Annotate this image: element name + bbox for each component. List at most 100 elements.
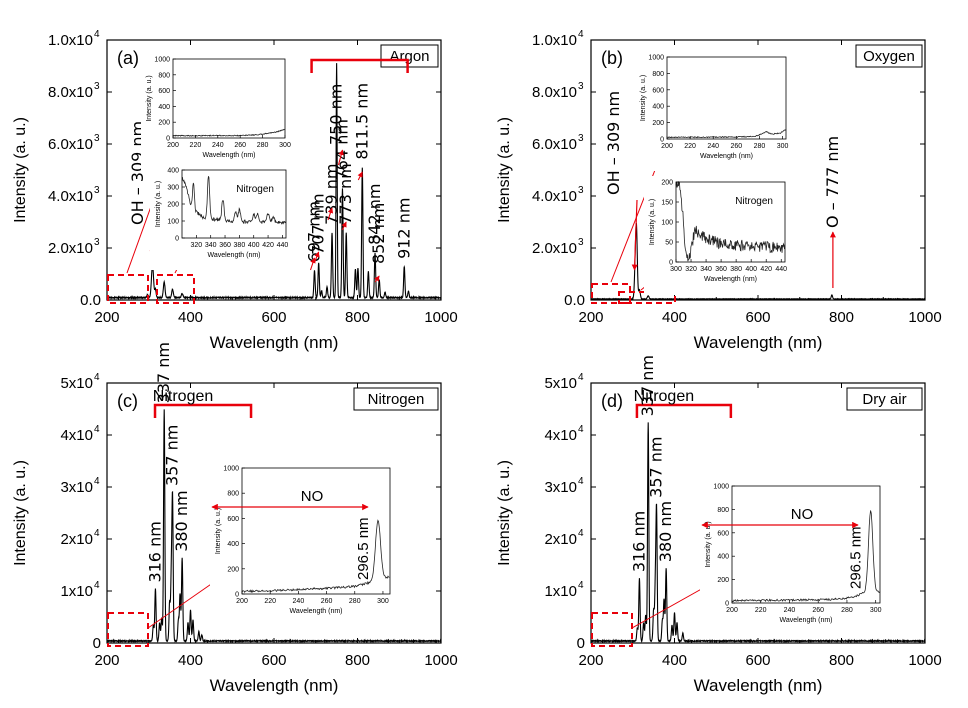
y-tick-mantissa: 4x10 <box>544 427 577 444</box>
inset-x-tick-label: 300 <box>377 598 389 605</box>
y-tick-mantissa: 2.0x10 <box>48 240 93 257</box>
y-tick-mantissa: 5x10 <box>544 375 577 392</box>
inset-x-tick-label: 360 <box>715 266 727 273</box>
inset-x-tick-label: 320 <box>685 266 697 273</box>
inset-y-axis-label: Intensity (a. u.) <box>146 75 153 121</box>
inset-plot: 200 220 240 260 280 30002004006008001000Wavel… <box>141 53 295 170</box>
bracket-label: Nitrogen <box>153 388 213 405</box>
inset-y-tick-label: 800 <box>227 491 239 498</box>
inset-trace <box>172 128 285 137</box>
y-tick-label: 6.0x10 3 <box>532 133 584 153</box>
inset-trace <box>241 519 390 594</box>
y-tick-exponent: 3 <box>578 81 584 92</box>
inset-x-axis-label: Wavelength (nm) <box>704 276 757 283</box>
inset-x-tick-label: 340 <box>205 242 217 249</box>
y-tick-exponent: 4 <box>578 528 584 539</box>
x-tick-label: 400 <box>662 652 687 669</box>
inset-peak-label: 296.5 nm <box>848 526 865 589</box>
x-tick-label: 800 <box>345 652 370 669</box>
inset-y-tick-label: 100 <box>167 219 179 226</box>
inset-y-tick-label: 600 <box>717 530 729 537</box>
y-tick-mantissa: 6.0x10 <box>48 136 93 153</box>
bracket-label: Nitrogen <box>634 388 694 405</box>
inset-frame <box>241 467 391 595</box>
inset-y-tick-label: 800 <box>158 72 170 79</box>
inset-y-tick-label: 200 <box>227 566 239 573</box>
gas-legend-box <box>846 387 923 411</box>
inset-x-tick-label: 220 <box>755 607 767 614</box>
inset-x-tick-label: 380 <box>234 242 246 249</box>
gas-legend-label: Oxygen <box>863 48 915 65</box>
inset-y-tick-label: 0 <box>725 601 729 608</box>
peak-label: 750 nm <box>327 84 346 145</box>
y-tick-mantissa: 3x10 <box>544 479 577 496</box>
y-tick-exponent: 4 <box>578 424 584 435</box>
zoom-box <box>591 612 633 647</box>
inset-y-tick-label: 800 <box>717 507 729 514</box>
inset-y-tick-label: 200 <box>652 120 664 127</box>
y-tick-exponent: 3 <box>94 237 100 248</box>
inset-plot: 200 220 240 260 280 30002004006008001000Wavel… <box>700 480 890 635</box>
y-tick-label: 0 <box>577 635 585 652</box>
y-tick-mantissa: 4x10 <box>60 427 93 444</box>
inset-background <box>150 164 296 270</box>
inset-trace <box>181 176 286 225</box>
y-tick-mantissa: 2x10 <box>544 531 577 548</box>
y-tick-label: 4x10 4 <box>60 424 100 444</box>
inset-x-tick-label: 320 <box>191 242 203 249</box>
peak-label: 337 nm <box>638 355 657 416</box>
x-tick-label: 1000 <box>908 309 941 326</box>
peak-label: 316 nm <box>629 511 648 572</box>
inset-x-tick-label: 240 <box>784 607 796 614</box>
inset-y-tick-label: 0 <box>166 136 170 143</box>
zoom-box <box>618 291 676 304</box>
inset-trace <box>731 510 881 603</box>
y-tick-mantissa: 3x10 <box>60 479 93 496</box>
inset-x-axis-label: Wavelength (nm) <box>289 608 342 615</box>
peak-label: 707 nm <box>309 193 328 254</box>
zoom-box <box>107 612 149 647</box>
inset-y-tick-label: 1000 <box>154 57 170 64</box>
x-tick-label: 400 <box>178 309 203 326</box>
inset-peak-label: 296.5 nm <box>355 517 372 580</box>
inset-plot: 200 220 240 260 280 30002004006008001000Wavel… <box>635 51 796 171</box>
x-tick-label: 1000 <box>424 652 457 669</box>
inset-y-tick-label: 800 <box>652 71 664 78</box>
inset-x-tick-label: 420 <box>760 266 772 273</box>
peak-label: 337 nm <box>154 342 173 403</box>
peak-labels: 316 nm 337 nm 357 nm 380 nm <box>145 342 191 583</box>
y-tick-exponent: 3 <box>94 185 100 196</box>
y-tick-label: 3x10 4 <box>60 476 100 496</box>
zoom-box <box>107 274 149 304</box>
inset-y-tick-label: 1000 <box>648 55 664 62</box>
inset-x-tick-label: 240 <box>212 142 224 149</box>
y-tick-exponent: 4 <box>578 372 584 383</box>
y-tick-exponent: 4 <box>94 29 100 40</box>
x-tick-label: 200 <box>578 652 603 669</box>
inset-trace <box>675 180 785 262</box>
y-tick-mantissa: 8.0x10 <box>48 84 93 101</box>
inset-y-tick-label: 50 <box>665 240 673 247</box>
y-axis-label: Intensity (a. u.) <box>12 117 29 223</box>
peak-label: 357 nm <box>163 425 182 486</box>
y-tick-mantissa: 6.0x10 <box>532 136 577 153</box>
x-tick-label: 600 <box>261 652 286 669</box>
inset-x-tick-label: 260 <box>730 143 742 150</box>
y-tick-mantissa: 8.0x10 <box>532 84 577 101</box>
inset-y-tick-label: 0 <box>175 236 179 243</box>
inset-x-tick-label: 260 <box>321 598 333 605</box>
y-tick-exponent: 4 <box>94 580 100 591</box>
label-arrow <box>341 221 347 231</box>
x-axis-label: Wavelength (nm) <box>694 676 823 695</box>
inset-x-tick-label: 260 <box>812 607 824 614</box>
inset-title: Nitrogen <box>735 196 773 207</box>
inset-y-tick-label: 600 <box>158 88 170 95</box>
y-tick-mantissa: 4.0x10 <box>532 188 577 205</box>
y-tick-label: 4x10 4 <box>544 424 584 444</box>
y-tick-label: 6.0x10 3 <box>48 133 100 153</box>
inset-x-axis-label: Wavelength (nm) <box>700 153 753 160</box>
inset-y-tick-label: 0 <box>669 260 673 267</box>
